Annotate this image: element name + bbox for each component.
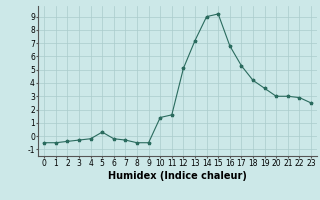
X-axis label: Humidex (Indice chaleur): Humidex (Indice chaleur) [108,171,247,181]
